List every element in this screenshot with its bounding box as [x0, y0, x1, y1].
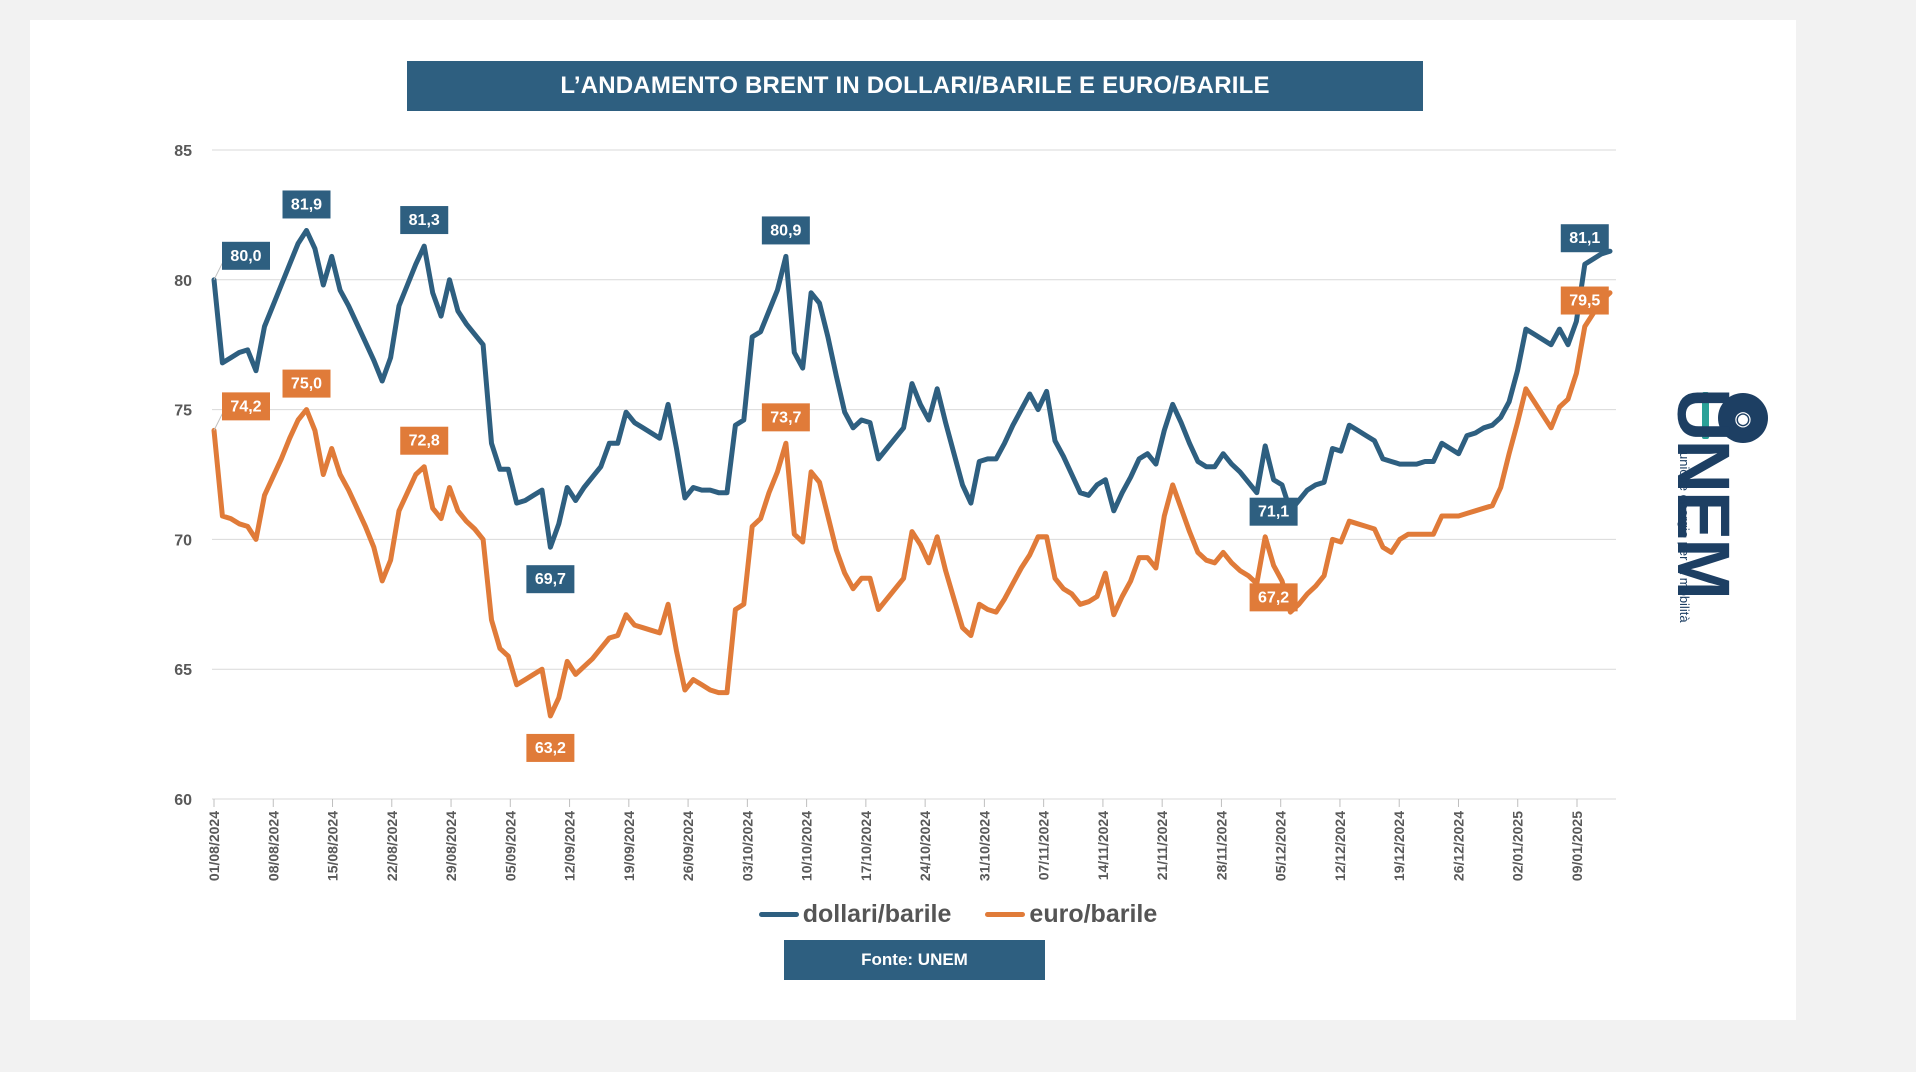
x-tick-label: 03/10/2024 [739, 811, 755, 881]
x-tick-label: 10/10/2024 [799, 811, 815, 881]
data-labels: 80,0 81,9 81,3 69,7 80,9 71,1 81,1 74,2 75,0 72,8… [213, 190, 1609, 762]
x-tick-label: 05/12/2024 [1273, 811, 1289, 881]
y-axis-ticks: 60 65 70 75 80 85 [174, 143, 192, 809]
data-label-box [1249, 583, 1298, 612]
data-label: 69,7 [535, 571, 566, 588]
y-tick-label: 60 [174, 792, 192, 809]
y-tick-label: 85 [174, 143, 192, 160]
data-label: 75,0 [291, 376, 322, 393]
legend-label-eur: euro/barile [1029, 899, 1158, 928]
x-tick-label: 01/08/2024 [206, 811, 222, 881]
data-label-box [400, 426, 449, 455]
x-tick-label: 31/10/2024 [976, 811, 992, 881]
data-label: 63,2 [535, 740, 566, 757]
data-label-box [761, 403, 810, 432]
x-tick-label: 21/11/2024 [1154, 811, 1170, 881]
x-tick-label: 14/11/2024 [1095, 811, 1111, 881]
data-label: 80,0 [230, 248, 261, 265]
data-label: 74,2 [230, 398, 261, 415]
x-tick-label: 17/10/2024 [858, 811, 874, 881]
x-tick-label: 12/09/2024 [562, 811, 578, 881]
chart-card [30, 20, 1796, 1020]
y-tick-label: 80 [174, 273, 192, 290]
data-label-box [1560, 286, 1609, 315]
data-label-box [222, 392, 270, 421]
logo-tagline: unione energie per la mobilità [1677, 452, 1692, 623]
data-label-box [761, 216, 810, 245]
legend: dollari/barile euro/barile [0, 896, 1916, 932]
data-label: 71,1 [1258, 504, 1289, 521]
data-label: 81,1 [1569, 230, 1600, 247]
data-label: 72,8 [409, 433, 440, 450]
series-line-usd [211, 228, 1613, 550]
y-tick-label: 65 [174, 662, 192, 679]
data-label-box [526, 733, 575, 762]
data-label: 81,3 [409, 212, 440, 229]
data-label-box [282, 369, 331, 398]
legend-swatch-usd [758, 911, 799, 917]
data-label-box [1560, 224, 1609, 253]
logo-accent-bar [1702, 392, 1709, 439]
legend-item-eur: euro/barile [985, 900, 1157, 929]
data-label-box [1249, 497, 1298, 526]
legend-label-usd: dollari/barile [802, 899, 952, 928]
x-tick-label: 15/08/2024 [325, 811, 341, 881]
data-label: 67,2 [1258, 589, 1289, 606]
x-tick-label: 08/08/2024 [265, 811, 281, 881]
y-tick-label: 70 [174, 532, 192, 549]
x-tick-label: 02/01/2025 [1510, 811, 1526, 881]
x-tick-label: 19/09/2024 [621, 811, 637, 881]
x-tick-label: 26/12/2024 [1450, 811, 1466, 881]
x-tick-label: 24/10/2024 [917, 811, 933, 881]
data-label: 79,5 [1569, 293, 1600, 310]
series-lines [211, 228, 1613, 719]
unem-logo-icon: ◉ [1718, 393, 1768, 443]
gridlines [212, 149, 1616, 800]
x-tick-label: 22/08/2024 [384, 811, 400, 881]
data-label: 81,9 [291, 196, 322, 213]
x-tick-label: 05/09/2024 [502, 811, 518, 881]
x-tick-label: 19/12/2024 [1391, 811, 1407, 881]
data-label-box [400, 206, 449, 235]
chart-title: L’ANDAMENTO BRENT IN DOLLARI/BARILE E EU… [407, 61, 1423, 111]
x-tick-label: 09/01/2025 [1569, 811, 1585, 881]
data-label: 80,9 [770, 222, 801, 239]
data-label-box [526, 565, 575, 594]
source-label: Fonte: UNEM [784, 940, 1045, 980]
x-tick-label: 07/11/2024 [1036, 811, 1052, 881]
logo-emblem-icon: ◉ [1734, 407, 1752, 430]
data-label-box [282, 190, 331, 219]
x-axis-ticks: 01/08/2024 08/08/2024 15/08/2024 22/08/2024… [206, 799, 1585, 881]
x-tick-label: 28/11/2024 [1213, 811, 1229, 881]
y-tick-label: 75 [174, 403, 192, 420]
legend-swatch-eur [985, 911, 1026, 917]
x-tick-label: 26/09/2024 [680, 811, 696, 881]
data-label: 73,7 [770, 409, 801, 426]
series-line-eur [211, 290, 1613, 719]
data-label-box [222, 241, 270, 270]
x-tick-label: 12/12/2024 [1332, 811, 1348, 881]
legend-item-usd: dollari/barile [758, 899, 952, 929]
x-tick-label: 29/08/2024 [443, 811, 459, 881]
